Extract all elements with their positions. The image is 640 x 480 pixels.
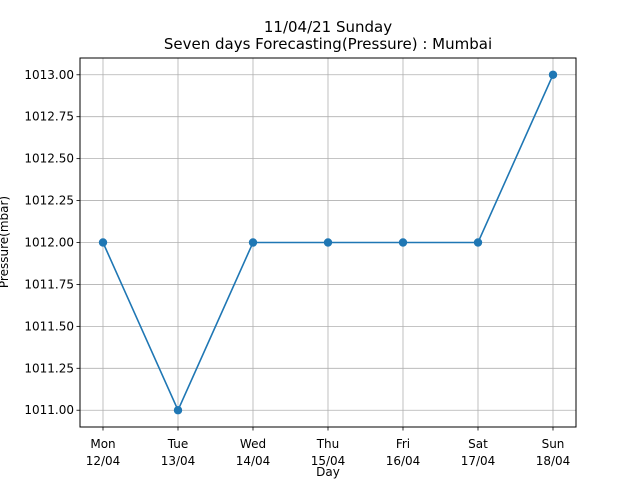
y-tick-label: 1011.25 [24,361,74,375]
x-tick-label-day: Wed [240,437,266,451]
x-tick-label-date: 18/04 [536,454,571,468]
x-tick-label-day: Mon [90,437,115,451]
x-tick-label-day: Sat [468,437,488,451]
y-tick-label: 1011.50 [24,319,74,333]
x-tick-label-day: Tue [167,437,189,451]
y-tick-label: 1012.75 [24,110,74,124]
y-tick-label: 1013.00 [24,68,74,82]
x-tick-label-date: 12/04 [86,454,121,468]
y-tick-label: 1011.75 [24,277,74,291]
x-tick-label-date: 15/04 [311,454,346,468]
y-tick-label: 1012.50 [24,152,74,166]
pressure-data-point [173,406,183,415]
x-tick-label-day: Sun [542,437,565,451]
x-tick-label-day: Thu [316,437,340,451]
x-tick-label-date: 16/04 [386,454,421,468]
y-tick-label: 1012.00 [24,236,74,250]
chart-title: 11/04/21 Sunday [264,18,392,36]
x-tick-label-date: 13/04 [161,454,196,468]
x-axis-label: Day [316,465,340,479]
pressure-data-point [398,238,408,247]
pressure-data-point [98,238,108,247]
pressure-data-point [548,70,558,79]
y-axis-label: Pressure(mbar) [0,196,11,288]
pressure-series [98,70,558,415]
x-tick-label-date: 17/04 [461,454,496,468]
x-tick-label-day: Fri [396,437,410,451]
pressure-data-point [248,238,258,247]
plot-frame [79,57,577,428]
y-tick-label: 1011.00 [24,403,74,417]
pressure-data-point [323,238,333,247]
x-tick-label-date: 14/04 [236,454,271,468]
y-axis-ticks: 1011.00 1011.25 1011.50 1011.75 1012.00 1012.… [24,68,80,417]
y-tick-label: 1012.25 [24,194,74,208]
x-axis-ticks: Mon 12/04 Tue 13/04 Wed 14/04 Thu 15/04 Fri 16/04… [86,427,571,468]
chart-subtitle: Seven days Forecasting(Pressure) : Mumba… [164,35,492,53]
pressure-data-point [473,238,483,247]
